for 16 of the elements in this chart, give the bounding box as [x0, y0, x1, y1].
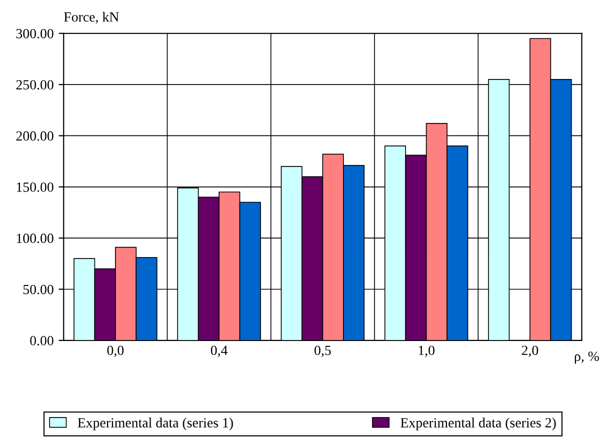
x-tick-label: 0,4: [210, 346, 228, 358]
x-tick-label: 2,0: [522, 346, 538, 358]
y-axis-title: Force, kN: [64, 12, 119, 24]
y-tick-label: 200.00: [16, 131, 54, 141]
legend-label: Experimental data (series 1): [78, 418, 233, 430]
y-tick-label: 0.00: [30, 336, 54, 346]
x-axis-title: ρ, %: [574, 352, 599, 364]
y-tick-label: 250.00: [16, 80, 54, 90]
legend-label: Experimental data (series 2): [400, 418, 556, 430]
x-tick-label: 1,0: [418, 346, 434, 358]
y-tick-label: 300.00: [16, 28, 54, 38]
y-tick-label: 50.00: [23, 284, 54, 294]
x-tick-label: 0,0: [107, 346, 124, 358]
x-tick-label: 0,5: [314, 346, 331, 358]
y-tick-label: 150.00: [16, 182, 54, 192]
y-tick-label: 100.00: [16, 234, 54, 244]
